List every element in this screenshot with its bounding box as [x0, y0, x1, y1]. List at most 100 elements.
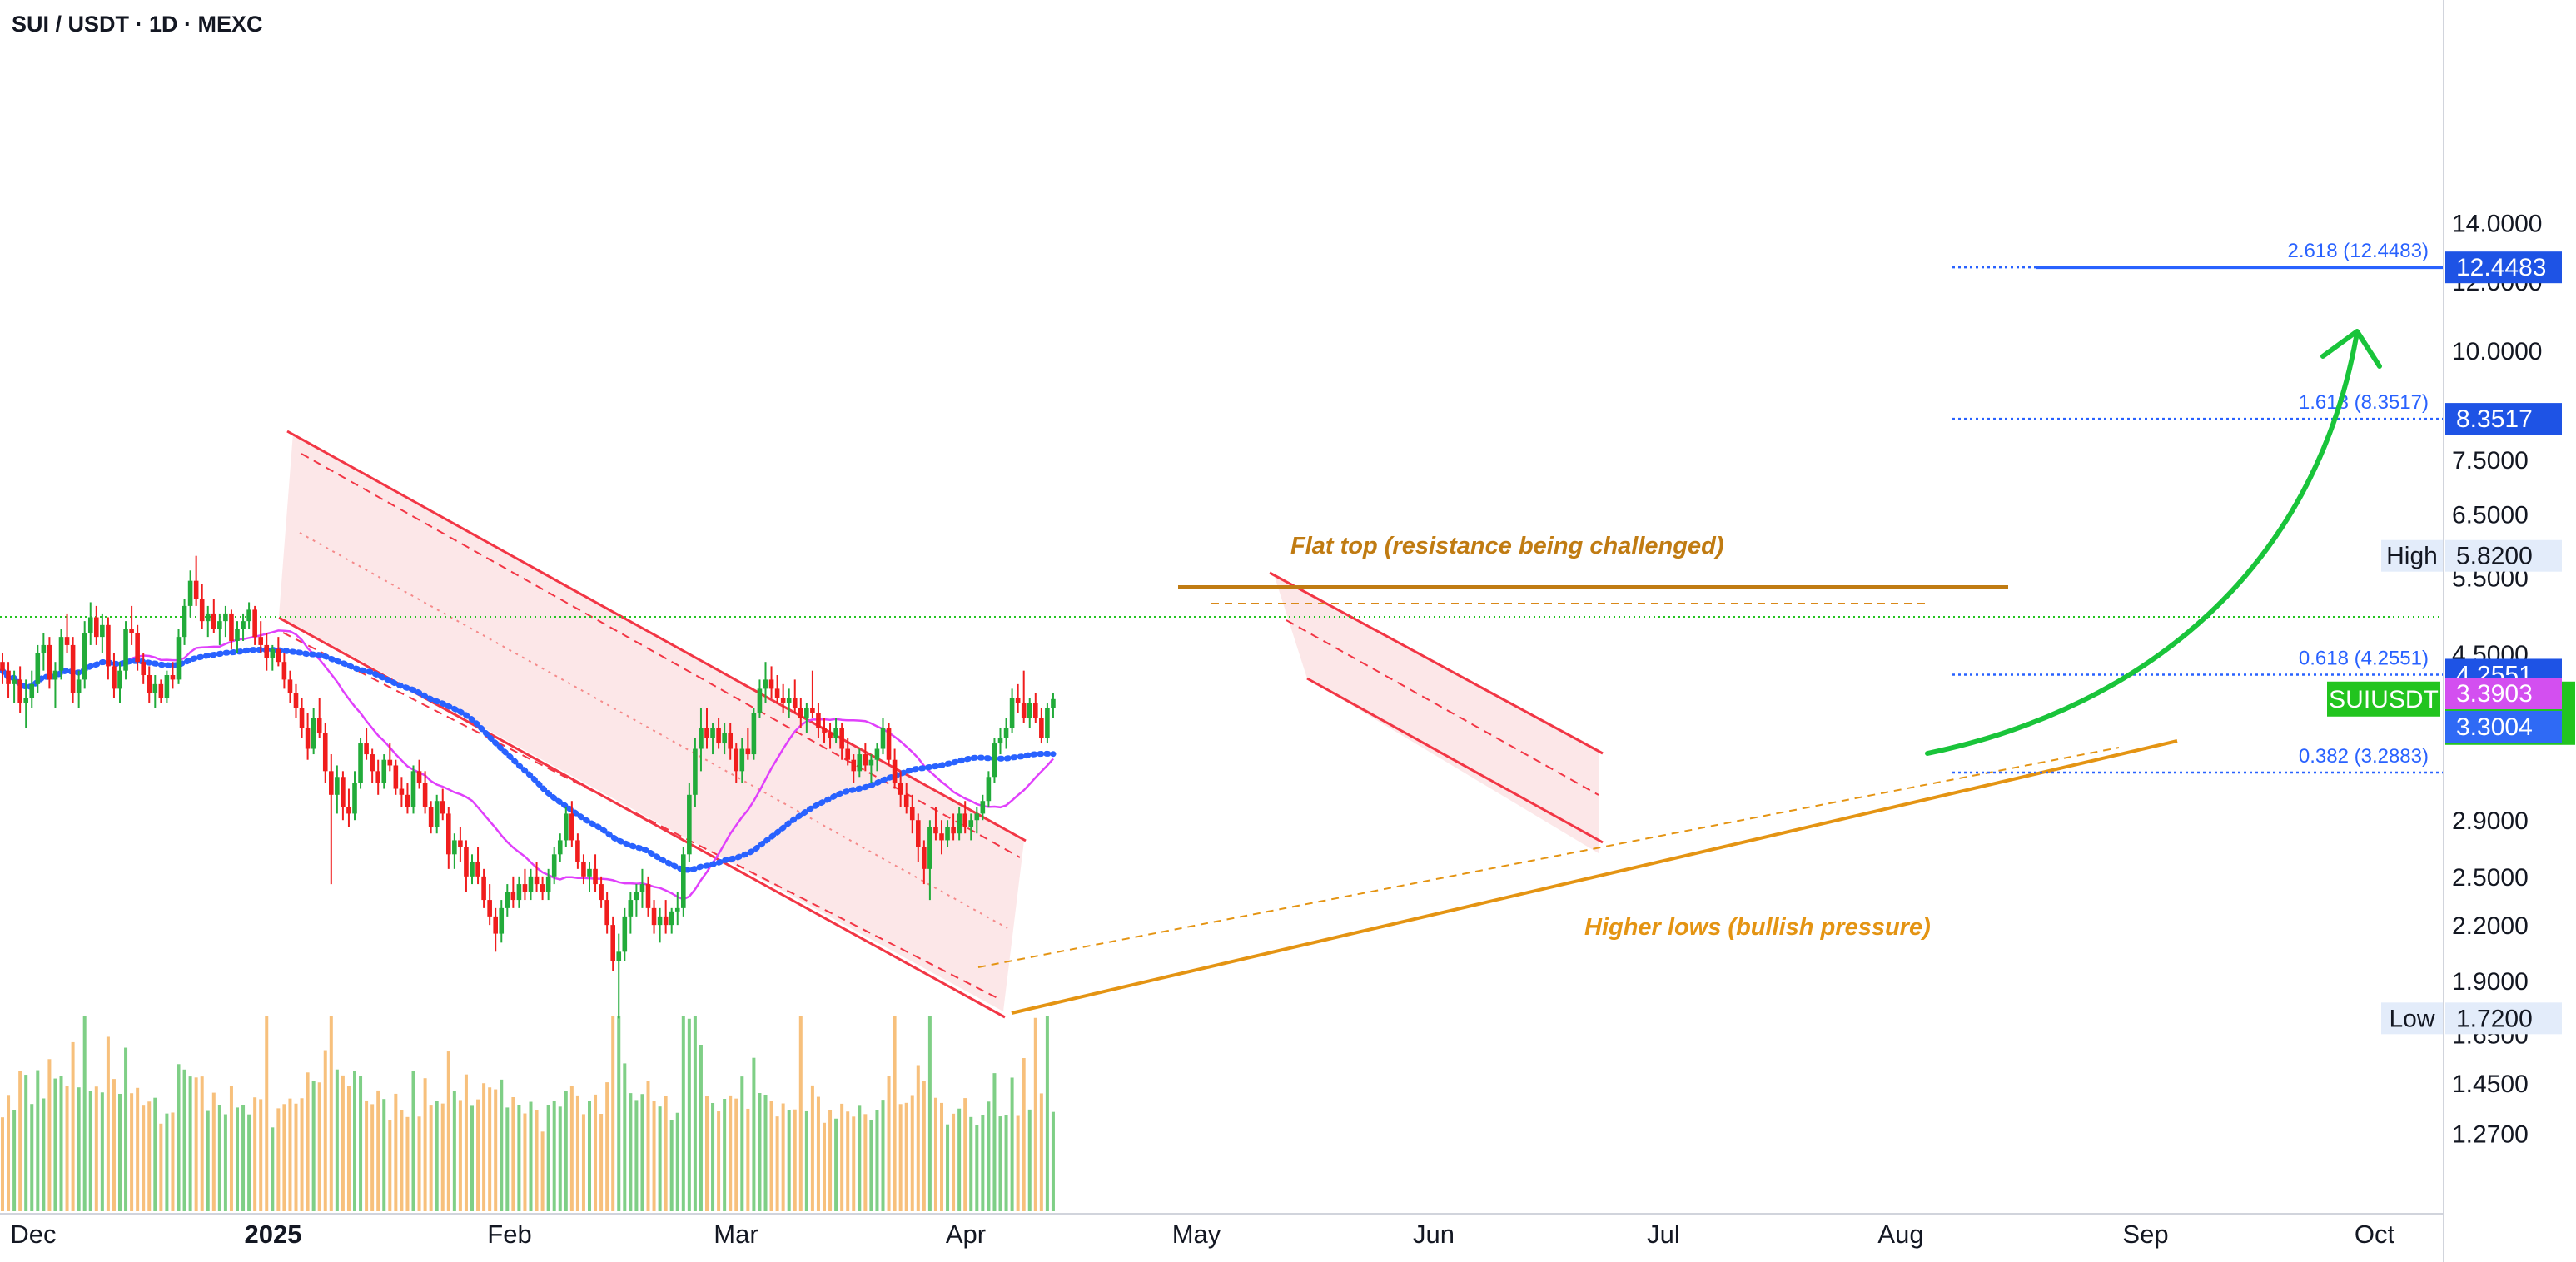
volume-bar	[65, 1086, 69, 1211]
volume-bar	[723, 1099, 727, 1211]
chart-title: SUI / USDT · 1D · MEXC	[12, 12, 263, 37]
volume-bar	[177, 1064, 181, 1211]
candle-body	[716, 728, 721, 744]
fib-1618-price-text: 8.3517	[2456, 405, 2533, 433]
low-label: Low	[2389, 1005, 2434, 1032]
candle-body	[141, 662, 146, 676]
volume-bar	[511, 1097, 515, 1211]
candle-body	[510, 892, 516, 901]
candle-body	[945, 827, 950, 841]
candle-body	[364, 743, 369, 755]
candle-body	[939, 833, 944, 841]
candle-body	[587, 868, 592, 877]
time-axis-ticks: Dec 2025 Feb Mar Apr May Jun Jul Aug Sep Oct	[10, 1220, 2394, 1249]
candle-body	[370, 754, 375, 772]
candle-body	[962, 813, 967, 827]
low-price-text: 1.7200	[2456, 1005, 2533, 1032]
candle-body	[1039, 718, 1044, 738]
flat-top-annotation: Flat top (resistance being challenged)	[1290, 533, 1724, 559]
candle-body	[628, 900, 634, 917]
candle-body	[922, 847, 927, 869]
candle-body	[117, 670, 122, 689]
volume-bar	[188, 1076, 192, 1211]
volume-bar	[47, 1059, 52, 1211]
candle-body	[933, 827, 938, 834]
low-price-tag	[2445, 1002, 2562, 1035]
candle-body	[693, 748, 698, 795]
candle-body	[205, 613, 211, 622]
candle-body	[47, 644, 52, 680]
candle-body	[246, 609, 251, 622]
candle-body	[316, 718, 322, 733]
candle-body	[545, 876, 551, 892]
fib-level-label: 1.618 (8.3517)	[2299, 391, 2429, 414]
candle-body	[0, 662, 5, 671]
channel-1-midline	[299, 532, 1008, 929]
candle-body	[927, 827, 932, 869]
volume-bar	[159, 1123, 163, 1211]
volume-bar	[569, 1086, 574, 1211]
channel-1-inner-lower	[282, 632, 1000, 1000]
candle-body	[82, 633, 87, 680]
volume-bar	[717, 1111, 721, 1211]
volume-bar	[798, 1016, 803, 1211]
candle-body	[880, 728, 886, 749]
candle-body	[857, 754, 863, 772]
candle-body	[1045, 708, 1050, 738]
candle-body	[528, 876, 534, 892]
volume-bar	[558, 1106, 562, 1211]
fib-level-label: 0.382 (3.2883)	[2299, 745, 2429, 768]
projection-arrow-head	[2320, 329, 2382, 369]
volume-bar	[394, 1093, 398, 1211]
candle-body	[992, 743, 997, 778]
volume-bar	[276, 1108, 281, 1211]
volume-bar	[769, 1101, 773, 1211]
volume-bar	[7, 1095, 11, 1211]
volume-bar	[881, 1100, 885, 1211]
ma-blue-price-tag	[2445, 711, 2562, 743]
volume-bar	[1004, 1115, 1008, 1211]
higher-lows-annotation: Higher lows (bullish pressure)	[1584, 914, 1931, 941]
candle-body	[1027, 703, 1032, 718]
volume-bar	[259, 1099, 263, 1211]
candle-body	[645, 884, 651, 908]
candle-body	[422, 783, 428, 807]
volume-bar	[271, 1127, 275, 1211]
price-tick-label: 1.4500	[2452, 1071, 2529, 1098]
volume-bar	[594, 1094, 598, 1211]
volume-bar	[893, 1016, 897, 1211]
fib-level-label: 2.618 (12.4483)	[2288, 240, 2429, 262]
volume-bar	[353, 1071, 356, 1211]
candle-body	[505, 892, 510, 908]
candle-body	[229, 613, 234, 642]
candle-body	[681, 854, 686, 908]
volume-bar	[617, 1016, 621, 1211]
candle-body	[35, 653, 41, 684]
candle-body	[557, 840, 563, 855]
volume-bar	[588, 1101, 591, 1211]
volume-bar	[581, 1114, 585, 1211]
candle-body	[487, 900, 492, 917]
time-tick-label: Apr	[946, 1220, 986, 1249]
candle-body	[757, 688, 763, 713]
candle-body	[1033, 703, 1038, 718]
volume-bar	[681, 1016, 685, 1211]
candle-body	[299, 708, 305, 728]
volume-bar	[382, 1099, 386, 1211]
projection-arrow	[1925, 329, 2382, 756]
volume-bar	[147, 1101, 152, 1211]
volume-bar	[846, 1111, 850, 1211]
candle-body	[322, 733, 328, 772]
candle-body	[763, 679, 768, 689]
candle-body	[29, 683, 35, 698]
candle-body	[452, 840, 457, 855]
volume-bar	[922, 1081, 926, 1211]
volume-bar	[998, 1116, 1002, 1211]
candle-body	[87, 617, 93, 633]
candle-body	[822, 728, 827, 733]
candle-body	[375, 771, 380, 783]
price-tick-label: 2.9000	[2452, 807, 2529, 835]
candle-body	[446, 813, 451, 855]
candle-body	[1015, 698, 1021, 703]
